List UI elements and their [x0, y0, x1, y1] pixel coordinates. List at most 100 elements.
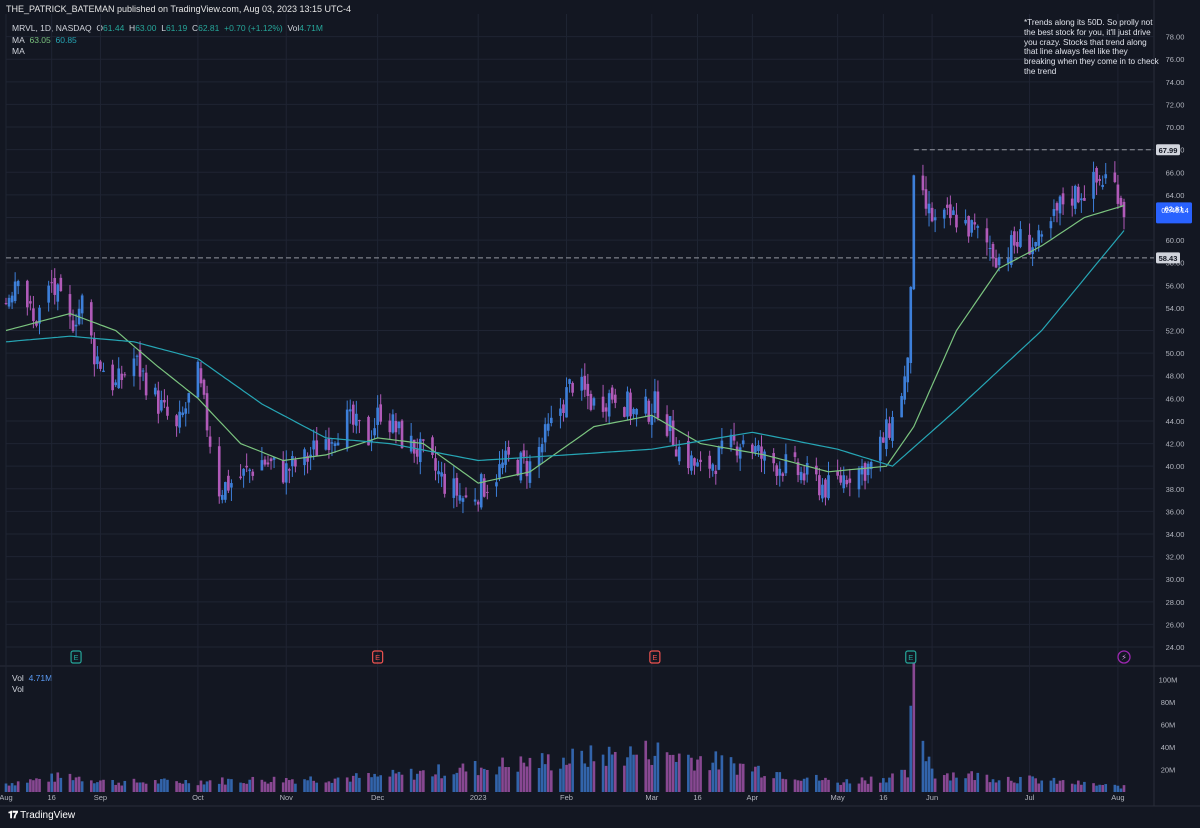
- candle-body: [772, 453, 775, 464]
- volume-bar: [732, 763, 736, 792]
- volume-bar: [802, 778, 806, 792]
- volume-bar: [866, 783, 870, 792]
- y-tick-label: 42.00: [1166, 440, 1185, 449]
- candle-body: [99, 361, 102, 369]
- x-tick-label: Aug: [0, 793, 13, 802]
- volume-bar: [1034, 778, 1037, 792]
- volume-bar: [220, 777, 224, 792]
- x-tick-label: 2023: [470, 793, 487, 802]
- last-price-tag: 62.81: [1165, 204, 1184, 213]
- volume-bar: [309, 776, 312, 792]
- volume-bar: [391, 769, 395, 792]
- candle-body: [927, 203, 931, 214]
- volume-bar: [1009, 780, 1013, 792]
- upper-level-tag: 67.99: [1159, 146, 1178, 155]
- volume-bar: [909, 705, 913, 792]
- volume-bar: [863, 780, 867, 792]
- volume-bar: [519, 756, 523, 792]
- volume-bar: [793, 779, 797, 792]
- volume-bar: [729, 757, 733, 792]
- candle-body: [796, 462, 800, 476]
- volume-bar: [50, 773, 54, 792]
- volume-bar: [263, 781, 267, 792]
- candle-body: [607, 393, 611, 417]
- volume-bar: [1098, 784, 1101, 792]
- volume-bar: [324, 782, 328, 792]
- lower-level-tag-bg: [1156, 252, 1180, 264]
- candle-body: [409, 435, 413, 452]
- volume-bar: [674, 761, 678, 792]
- vol-pane-value: 4.71M: [28, 673, 53, 683]
- candle-body: [565, 387, 568, 418]
- candle-body: [327, 438, 331, 451]
- candle-body: [1080, 198, 1083, 201]
- volume-bar: [644, 740, 648, 792]
- candle-body: [1006, 258, 1010, 263]
- volume-bar: [601, 754, 605, 792]
- candle-body: [443, 473, 446, 494]
- candle-body: [71, 320, 75, 332]
- vol-label: Vol: [287, 23, 300, 33]
- volume-bar: [955, 777, 958, 792]
- volume-bar: [888, 777, 891, 792]
- candle-body: [479, 474, 483, 508]
- volume-bar: [690, 757, 693, 792]
- volume-bar: [882, 778, 885, 792]
- candle-body: [1076, 186, 1080, 203]
- volume-bar: [202, 784, 206, 792]
- volume-bar: [973, 780, 977, 792]
- candle-body: [878, 436, 882, 461]
- candle-body: [208, 436, 212, 447]
- volume-bar: [47, 781, 50, 792]
- candle-body: [306, 455, 309, 462]
- candle-body: [452, 478, 456, 498]
- candle-body: [568, 379, 571, 384]
- y-tick-label: 72.00: [1166, 100, 1185, 109]
- candle-body: [461, 498, 465, 502]
- volume-bar: [16, 781, 20, 792]
- volume-bar: [568, 763, 571, 792]
- volume-legend-2: Vol: [12, 684, 24, 694]
- candle-body: [367, 416, 370, 446]
- volume-tick-label: 20M: [1161, 765, 1176, 774]
- volume-bar: [760, 777, 763, 792]
- volume-bar: [333, 778, 337, 792]
- volume-bar: [196, 785, 200, 792]
- candle-body: [370, 440, 373, 442]
- candle-body: [482, 478, 486, 497]
- candle-body: [59, 277, 63, 292]
- ma-legend-2[interactable]: MA: [12, 46, 25, 56]
- volume-bar: [933, 778, 937, 792]
- volume-bar: [714, 751, 718, 792]
- volume-bar: [988, 782, 992, 792]
- y-tick-label: 78.00: [1166, 33, 1185, 42]
- candle-body: [1083, 197, 1086, 201]
- candle-body: [708, 455, 712, 469]
- volume-bar: [763, 776, 766, 792]
- candle-body: [562, 404, 565, 414]
- ma2-label: MA: [12, 46, 25, 56]
- candle-body: [988, 247, 992, 249]
- candle-body: [778, 468, 782, 476]
- candle-body: [437, 471, 440, 475]
- volume-bar: [869, 776, 873, 792]
- candle-body: [1113, 172, 1117, 183]
- volume-bar: [157, 783, 160, 792]
- candle-body: [351, 404, 355, 425]
- volume-bar: [53, 781, 57, 792]
- candle-body: [952, 210, 955, 216]
- candle-body: [760, 446, 763, 459]
- candle-body: [763, 451, 766, 461]
- candle-body: [102, 370, 105, 373]
- candle-body: [330, 442, 334, 444]
- ma-legend-1[interactable]: MA 63.05 60.85: [12, 35, 77, 45]
- volume-bar: [586, 766, 590, 792]
- close-label: C: [191, 23, 199, 33]
- volume-legend[interactable]: Vol 4.71M: [12, 673, 52, 683]
- volume-bar: [629, 746, 632, 792]
- volume-bar: [269, 782, 273, 792]
- ma1-label: MA: [12, 35, 25, 45]
- ma-fast-line: [5, 205, 1125, 484]
- dividend-event-icon: [1117, 650, 1131, 664]
